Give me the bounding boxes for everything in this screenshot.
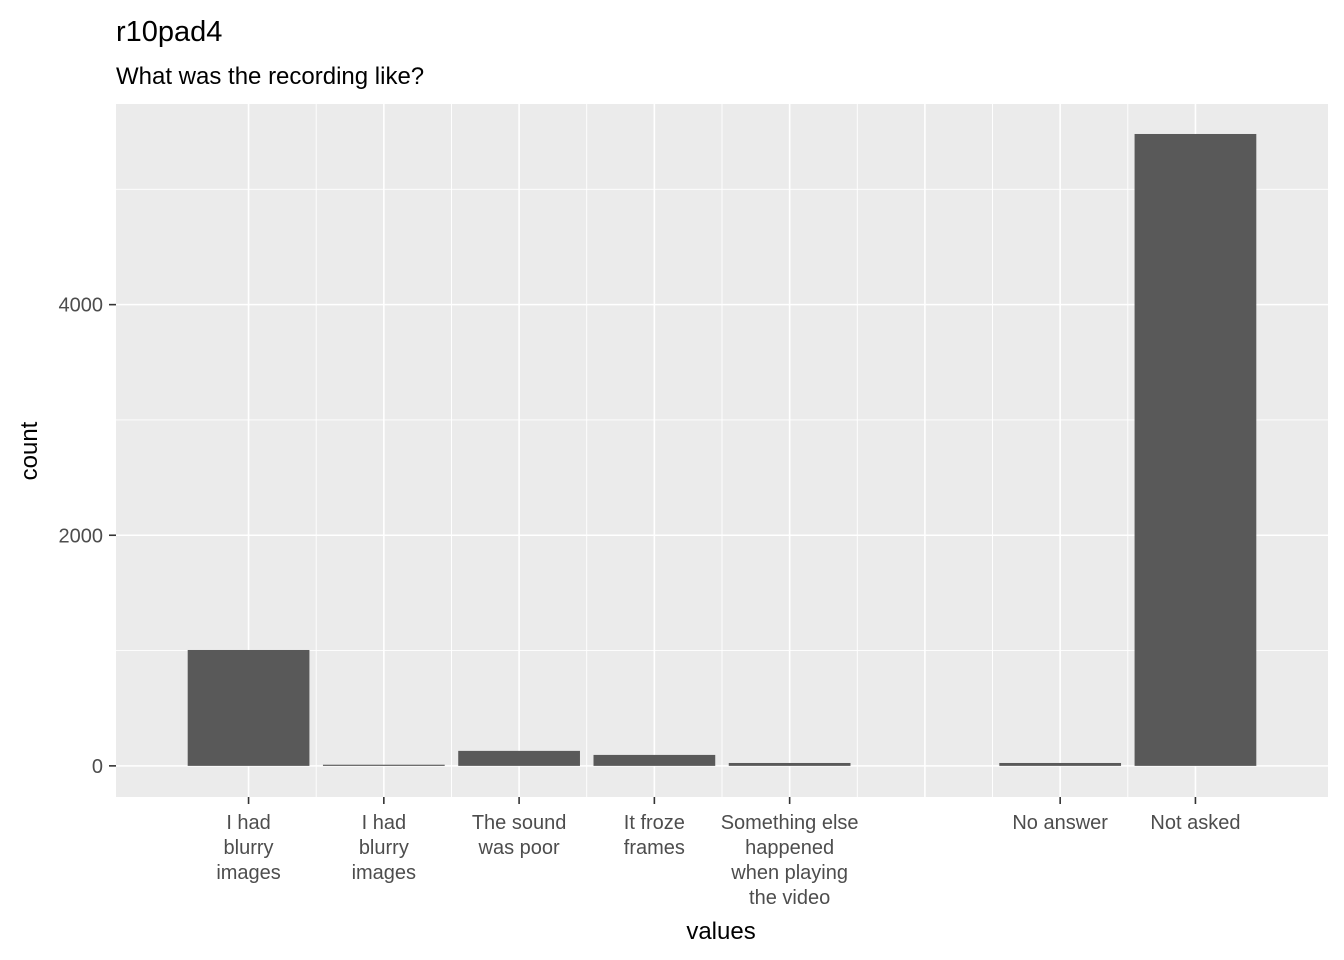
x-tick-label: Not asked [1150,812,1240,834]
bar [999,762,1122,766]
bar [593,754,716,766]
x-tick-label: I had blurry images [216,812,280,884]
x-tick-label: I had blurry images [352,812,416,884]
grid-major [116,104,1328,797]
chart-title: r10pad4 [116,16,222,48]
x-axis-title: values [686,918,755,945]
y-tick-label: 4000 [59,295,104,317]
y-axis-title: count [16,421,43,480]
x-tick-label: Something else happened when playing the vi… [721,812,859,909]
y-tick-label: 0 [92,756,103,778]
x-tick-label: The sound was poor [472,812,567,859]
bar [728,762,851,766]
y-axis: 0 2000 4000 [59,295,116,778]
bar [1134,133,1257,766]
grid-minor [116,104,1328,797]
x-tick-label: No answer [1012,812,1108,834]
bar [458,750,580,766]
bar [187,649,310,766]
bars [187,133,1257,766]
x-tick-label: It froze frames [624,812,685,859]
chart-subtitle: What was the recording like? [116,63,424,90]
y-tick-label: 2000 [59,525,104,547]
x-axis: I had blurry images I had blurry images The so… [216,797,1240,909]
bar [322,764,445,766]
